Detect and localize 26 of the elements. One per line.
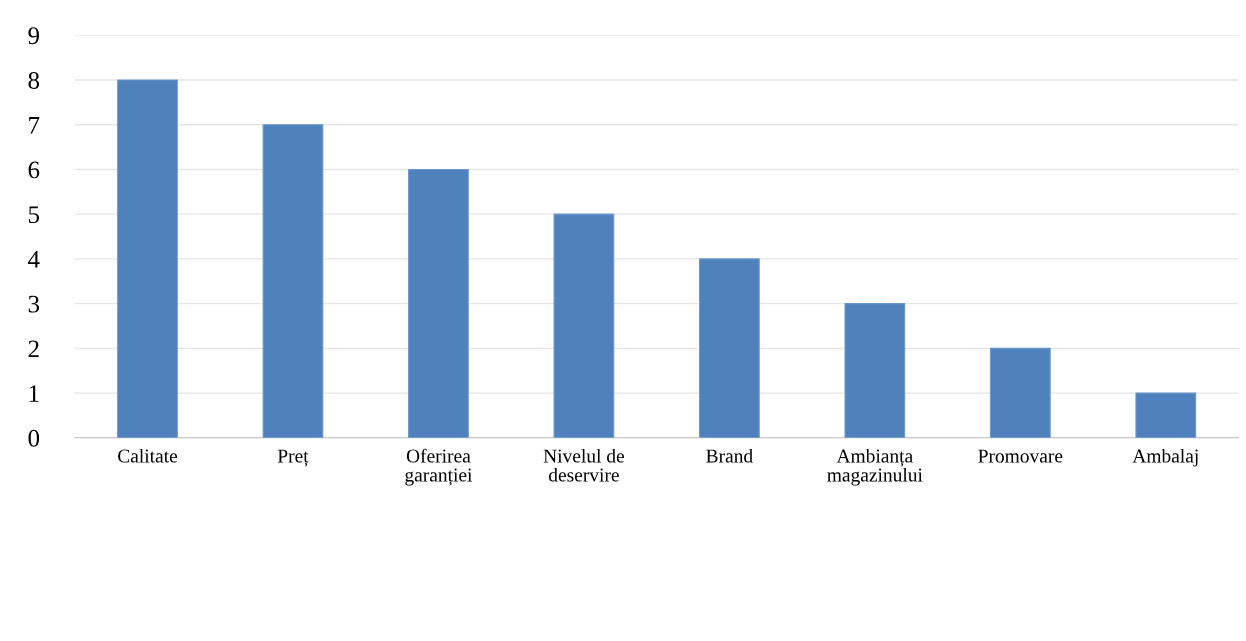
x-tick-label: Ambalaj	[1132, 448, 1198, 467]
bar	[408, 168, 469, 438]
bar	[117, 79, 178, 438]
y-tick-label: 9	[28, 27, 40, 45]
y-tick-label: 1	[29, 385, 39, 402]
y-tick-label: 2	[28, 340, 39, 358]
bar	[1135, 392, 1197, 438]
y-tick-label: 5	[28, 206, 40, 224]
x-tick-label: Ambianța magazinului	[827, 448, 923, 486]
y-tick-label: 3	[28, 295, 40, 313]
x-tick-label: Calitate	[118, 448, 178, 463]
y-tick-label: 6	[28, 161, 40, 179]
bar	[262, 124, 324, 438]
y-tick-label: 4	[28, 251, 40, 268]
y-tick-label: 7	[29, 117, 40, 134]
x-tick-label: Preț	[277, 449, 309, 467]
bar	[699, 258, 760, 438]
x-tick-label: Promovare	[978, 449, 1063, 463]
y-tick-label: 8	[28, 72, 40, 89]
x-tick-label: Nivelul de deservire	[543, 448, 624, 482]
y-tick-label: 0	[28, 429, 40, 447]
x-tick-label: Brand	[706, 448, 753, 463]
bar	[989, 347, 1051, 438]
bar	[844, 303, 906, 438]
bar	[553, 213, 615, 438]
x-tick-label: Oferirea garanției	[405, 448, 473, 486]
